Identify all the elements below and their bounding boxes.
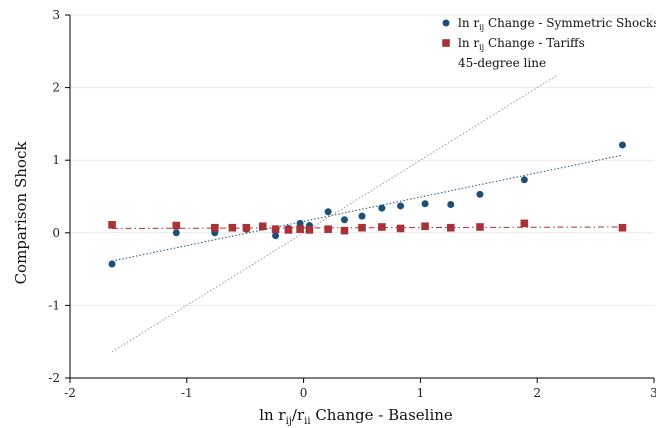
point-tariffs — [211, 223, 219, 232]
legend-label: 45-degree line — [458, 56, 546, 70]
point-symmetric-shocks — [108, 260, 116, 268]
x-tick-label: -2 — [64, 386, 76, 400]
line-layer — [111, 74, 623, 353]
series-line-45-degree — [111, 74, 558, 353]
legend-label: ln rij Change - Tariffs — [458, 36, 585, 52]
y-tick-label: 1 — [52, 153, 60, 167]
point-tariffs — [396, 224, 405, 233]
fit-line-tariffs — [112, 226, 623, 229]
point-symmetric-shocks — [421, 200, 429, 208]
axes: -2 -1 0 1 2 3 -2 -1 0 1 2 3 — [48, 8, 656, 400]
y-tick-label: 3 — [52, 8, 60, 22]
point-symmetric-shocks — [358, 212, 366, 220]
legend-marker-symmetric-shocks — [442, 19, 450, 27]
x-axis-title: ln rij/rii Change - Baseline — [259, 406, 453, 427]
point-symmetric-shocks — [618, 141, 626, 149]
point-symmetric-shocks — [296, 219, 304, 227]
y-tick-label: -2 — [48, 371, 60, 385]
legend-label: ln rij Change - Symmetric Shocks — [458, 16, 656, 32]
x-tick-label: 3 — [650, 386, 656, 400]
legend: ln rij Change - Symmetric Shocks ln rij C… — [442, 16, 656, 70]
x-tick-label: 2 — [533, 386, 541, 400]
point-tariffs — [421, 222, 429, 231]
point-symmetric-shocks — [378, 204, 386, 212]
point-tariffs — [284, 226, 293, 234]
point-tariffs — [172, 221, 181, 230]
fit-line-symmetric-shocks — [111, 154, 623, 262]
point-tariffs — [305, 226, 314, 234]
point-tariffs — [271, 225, 280, 233]
point-tariffs — [258, 222, 267, 231]
y-tick-label: 2 — [52, 81, 60, 95]
x-tick-label: 1 — [417, 386, 425, 400]
y-axis-title: Comparison Shock — [12, 141, 30, 285]
point-tariffs — [228, 223, 237, 232]
point-symmetric-shocks — [272, 232, 280, 240]
point-tariffs — [446, 223, 455, 232]
point-tariffs — [296, 225, 304, 233]
point-symmetric-shocks — [324, 208, 332, 216]
point-symmetric-shocks — [172, 229, 180, 237]
x-tick-label: -1 — [181, 386, 193, 400]
point-tariffs — [618, 223, 627, 232]
point-tariffs — [520, 219, 529, 228]
point-symmetric-shocks — [397, 202, 405, 210]
point-tariffs — [324, 225, 332, 233]
point-tariffs — [242, 223, 251, 232]
point-symmetric-shocks — [340, 216, 348, 224]
point-symmetric-shocks — [447, 200, 455, 208]
x-tick-label: 0 — [300, 386, 308, 400]
y-tick-label: -1 — [48, 298, 60, 312]
point-tariffs — [358, 223, 366, 232]
point-symmetric-shocks — [476, 190, 484, 198]
point-symmetric-shocks — [520, 176, 528, 184]
point-tariffs — [340, 226, 349, 235]
legend-marker-tariffs — [442, 39, 450, 47]
y-tick-label: 0 — [52, 226, 60, 240]
point-tariffs — [476, 223, 484, 231]
point-tariffs — [378, 223, 386, 231]
points-layer — [108, 141, 627, 268]
point-tariffs — [108, 221, 116, 229]
